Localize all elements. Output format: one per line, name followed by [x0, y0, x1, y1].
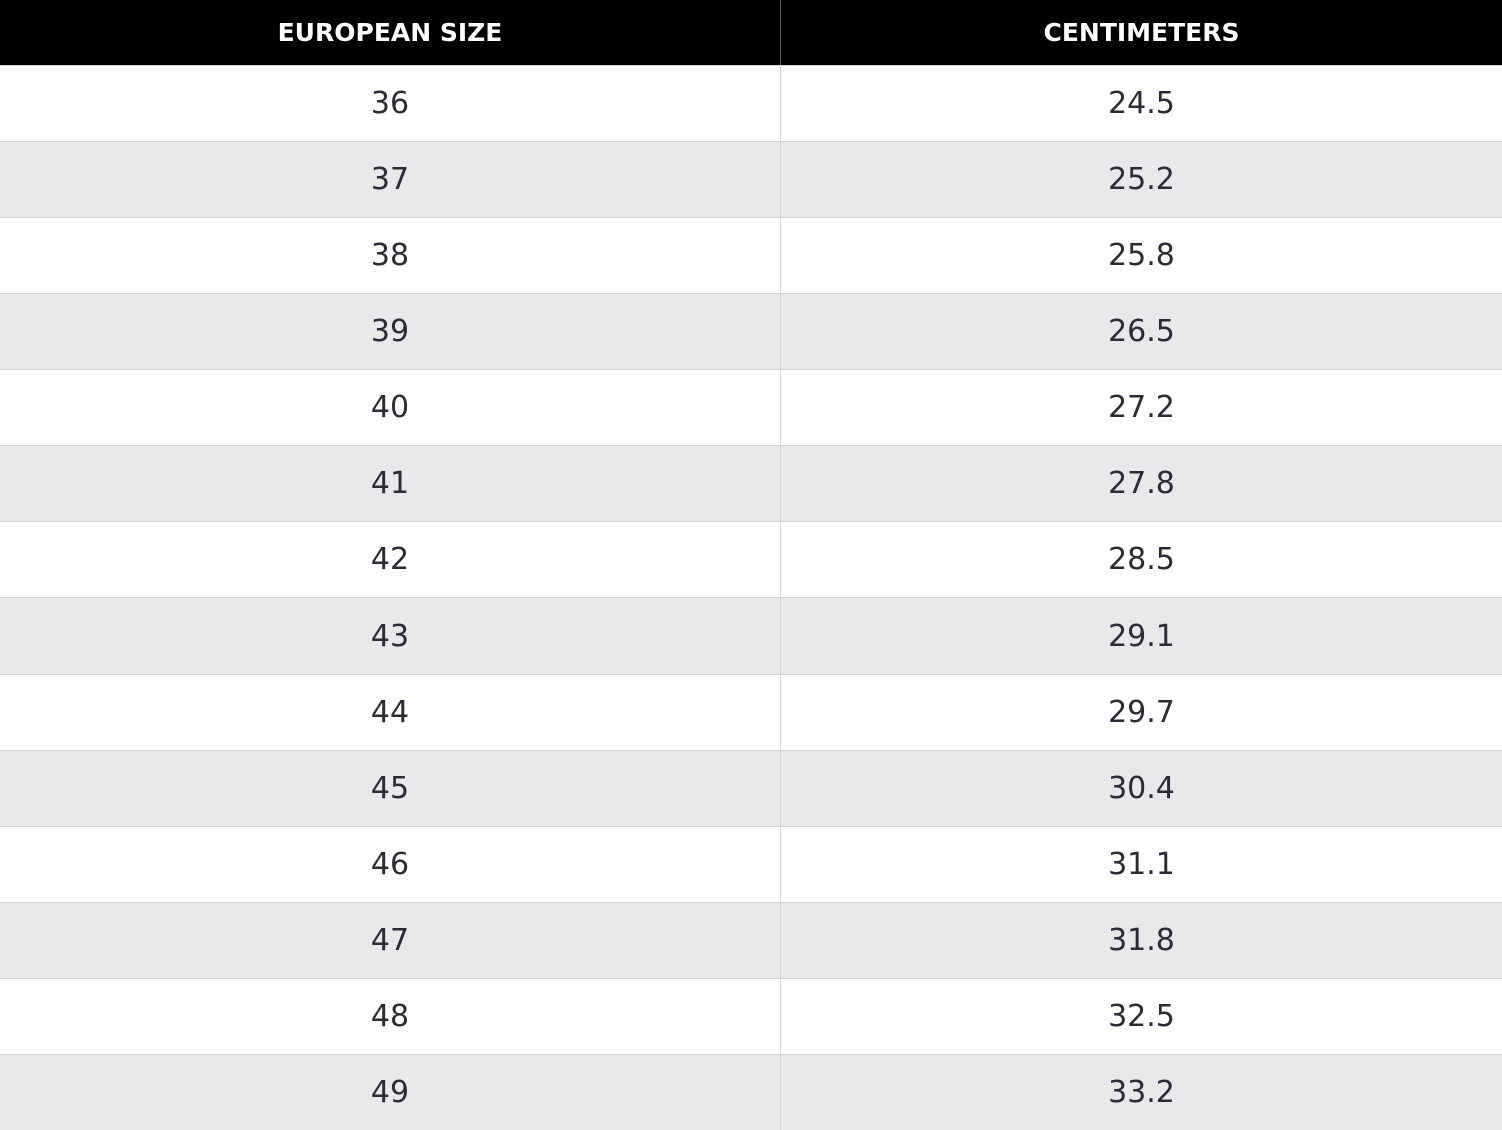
table-cell: 47 [0, 901, 781, 978]
table-cell: 31.8 [781, 901, 1502, 978]
table-cell: 36 [0, 65, 781, 142]
table-cell: 26.5 [781, 293, 1502, 370]
table-cell: 27.8 [781, 445, 1502, 522]
table-cell: 29.1 [781, 597, 1502, 674]
table-cell: 25.8 [781, 217, 1502, 293]
table-cell: 42 [0, 521, 781, 598]
table-cell: 49 [0, 1053, 781, 1130]
table-cell: 37 [0, 141, 781, 218]
table-cell: 25.2 [781, 141, 1502, 218]
table-cell: 24.5 [781, 65, 1502, 141]
table-cell: 31.1 [781, 825, 1502, 902]
table-cell: 44 [0, 673, 781, 750]
table-cell: 43 [0, 597, 781, 674]
table-cell: 41 [0, 445, 781, 522]
table-cell: 27.2 [781, 369, 1502, 445]
table-cell: 48 [0, 977, 781, 1054]
table-cell: 39 [0, 293, 781, 370]
column-header: CENTIMETERS [781, 0, 1502, 65]
table-cell: 45 [0, 749, 781, 826]
column-header: EUROPEAN SIZE [0, 0, 781, 65]
table-cell: 33.2 [781, 1053, 1502, 1130]
table-cell: 29.7 [781, 673, 1502, 750]
table-cell: 30.4 [781, 749, 1502, 826]
table-cell: 46 [0, 825, 781, 902]
table-cell: 32.5 [781, 977, 1502, 1054]
table-cell: 40 [0, 369, 781, 446]
table-cell: 38 [0, 217, 781, 294]
table-cell: 28.5 [781, 521, 1502, 597]
